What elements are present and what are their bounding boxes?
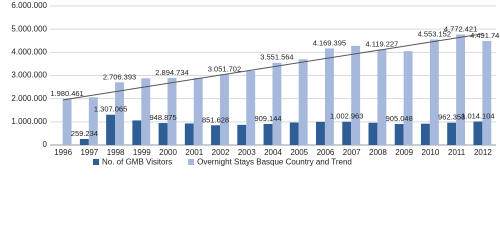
data-label: 4.553.152 xyxy=(418,30,451,39)
y-tick-label: 0 xyxy=(43,140,48,149)
x-tick-label: 2009 xyxy=(395,148,413,157)
x-tick-label: 1996 xyxy=(54,148,72,157)
x-tick-label: 2003 xyxy=(238,148,256,157)
y-tick-label: 3.000.000 xyxy=(11,71,47,80)
x-tick-label: 2005 xyxy=(290,148,308,157)
bar xyxy=(351,45,361,146)
y-tick-label: 4.000.000 xyxy=(11,47,47,56)
data-label: 2.894.734 xyxy=(155,68,188,77)
data-label: 1.014.104 xyxy=(461,111,494,120)
bar xyxy=(316,121,325,145)
bar xyxy=(79,138,89,145)
bar xyxy=(377,49,387,145)
bar xyxy=(246,70,256,145)
data-label: 4.119.227 xyxy=(365,40,398,49)
bar xyxy=(184,123,194,145)
trend-line xyxy=(63,33,483,101)
bar xyxy=(403,51,413,145)
bar xyxy=(324,48,334,146)
bar xyxy=(211,125,221,145)
data-label: 909.144 xyxy=(254,114,281,123)
bar xyxy=(220,74,229,145)
x-tick-label: 2008 xyxy=(369,148,387,157)
data-label: 3.551.564 xyxy=(260,53,293,62)
x-tick-label: 2000 xyxy=(159,148,177,157)
x-tick-label: 2001 xyxy=(185,148,203,157)
y-tick-label: 2.000.000 xyxy=(11,94,47,103)
x-tick-label: 2010 xyxy=(422,148,440,157)
data-label: 3.051.702 xyxy=(208,64,241,73)
data-label: 948.875 xyxy=(150,113,177,122)
data-label: 4.169.395 xyxy=(313,38,346,47)
data-label: 4.772.421 xyxy=(444,24,477,33)
legend-swatch xyxy=(93,159,99,165)
data-label: 1.002.963 xyxy=(330,112,363,121)
bar xyxy=(394,124,404,145)
bar xyxy=(263,123,273,145)
bar xyxy=(342,121,352,145)
x-tick-label: 1998 xyxy=(107,148,125,157)
data-label: 1.307.065 xyxy=(94,105,127,114)
bar xyxy=(106,114,116,145)
bar xyxy=(62,99,72,145)
data-label: 4.491.745 xyxy=(470,31,500,40)
x-tick-label: 2011 xyxy=(448,148,466,157)
bar xyxy=(298,59,308,145)
x-tick-label: 2002 xyxy=(212,148,230,157)
bar xyxy=(473,121,483,145)
legend-label: No. of GMB Visitors xyxy=(102,158,172,167)
bar xyxy=(447,122,457,145)
bar xyxy=(420,123,430,145)
bar xyxy=(272,62,282,145)
x-tick-label: 1997 xyxy=(80,148,98,157)
x-tick-label: 1999 xyxy=(133,148,151,157)
data-label: 2.706.393 xyxy=(103,72,136,81)
bar xyxy=(88,97,98,145)
y-tick-label: 6.000.000 xyxy=(11,1,47,10)
legend-swatch xyxy=(188,159,195,165)
data-label: 905.048 xyxy=(386,114,413,123)
bar xyxy=(429,39,439,145)
x-tick-label: 2012 xyxy=(474,148,492,157)
bar xyxy=(132,120,142,145)
bar xyxy=(158,123,168,145)
bar xyxy=(368,122,378,145)
bar xyxy=(167,77,177,145)
bar xyxy=(482,40,492,146)
x-tick-label: 2006 xyxy=(317,148,335,157)
bar xyxy=(456,34,466,145)
data-label: 259.234 xyxy=(71,129,98,138)
y-tick-label: 5.000.000 xyxy=(11,24,47,33)
chart: 0 1.000.000 2.000.000 3.000.000 4.000.000 5.0… xyxy=(11,1,500,167)
y-tick-label: 1.000.000 xyxy=(11,117,47,126)
bar xyxy=(289,122,299,145)
data-label: 851.628 xyxy=(202,115,229,124)
bar xyxy=(115,82,124,145)
x-tick-label: 2004 xyxy=(264,148,282,157)
bar xyxy=(237,124,247,145)
legend-label: Overnight Stays Basque Country and Trend xyxy=(197,158,352,167)
data-label: 1.980.461 xyxy=(50,89,83,98)
bar xyxy=(141,78,151,145)
bar xyxy=(193,77,203,145)
x-tick-label: 2007 xyxy=(343,148,361,157)
data-label: 962.358 xyxy=(438,113,465,122)
